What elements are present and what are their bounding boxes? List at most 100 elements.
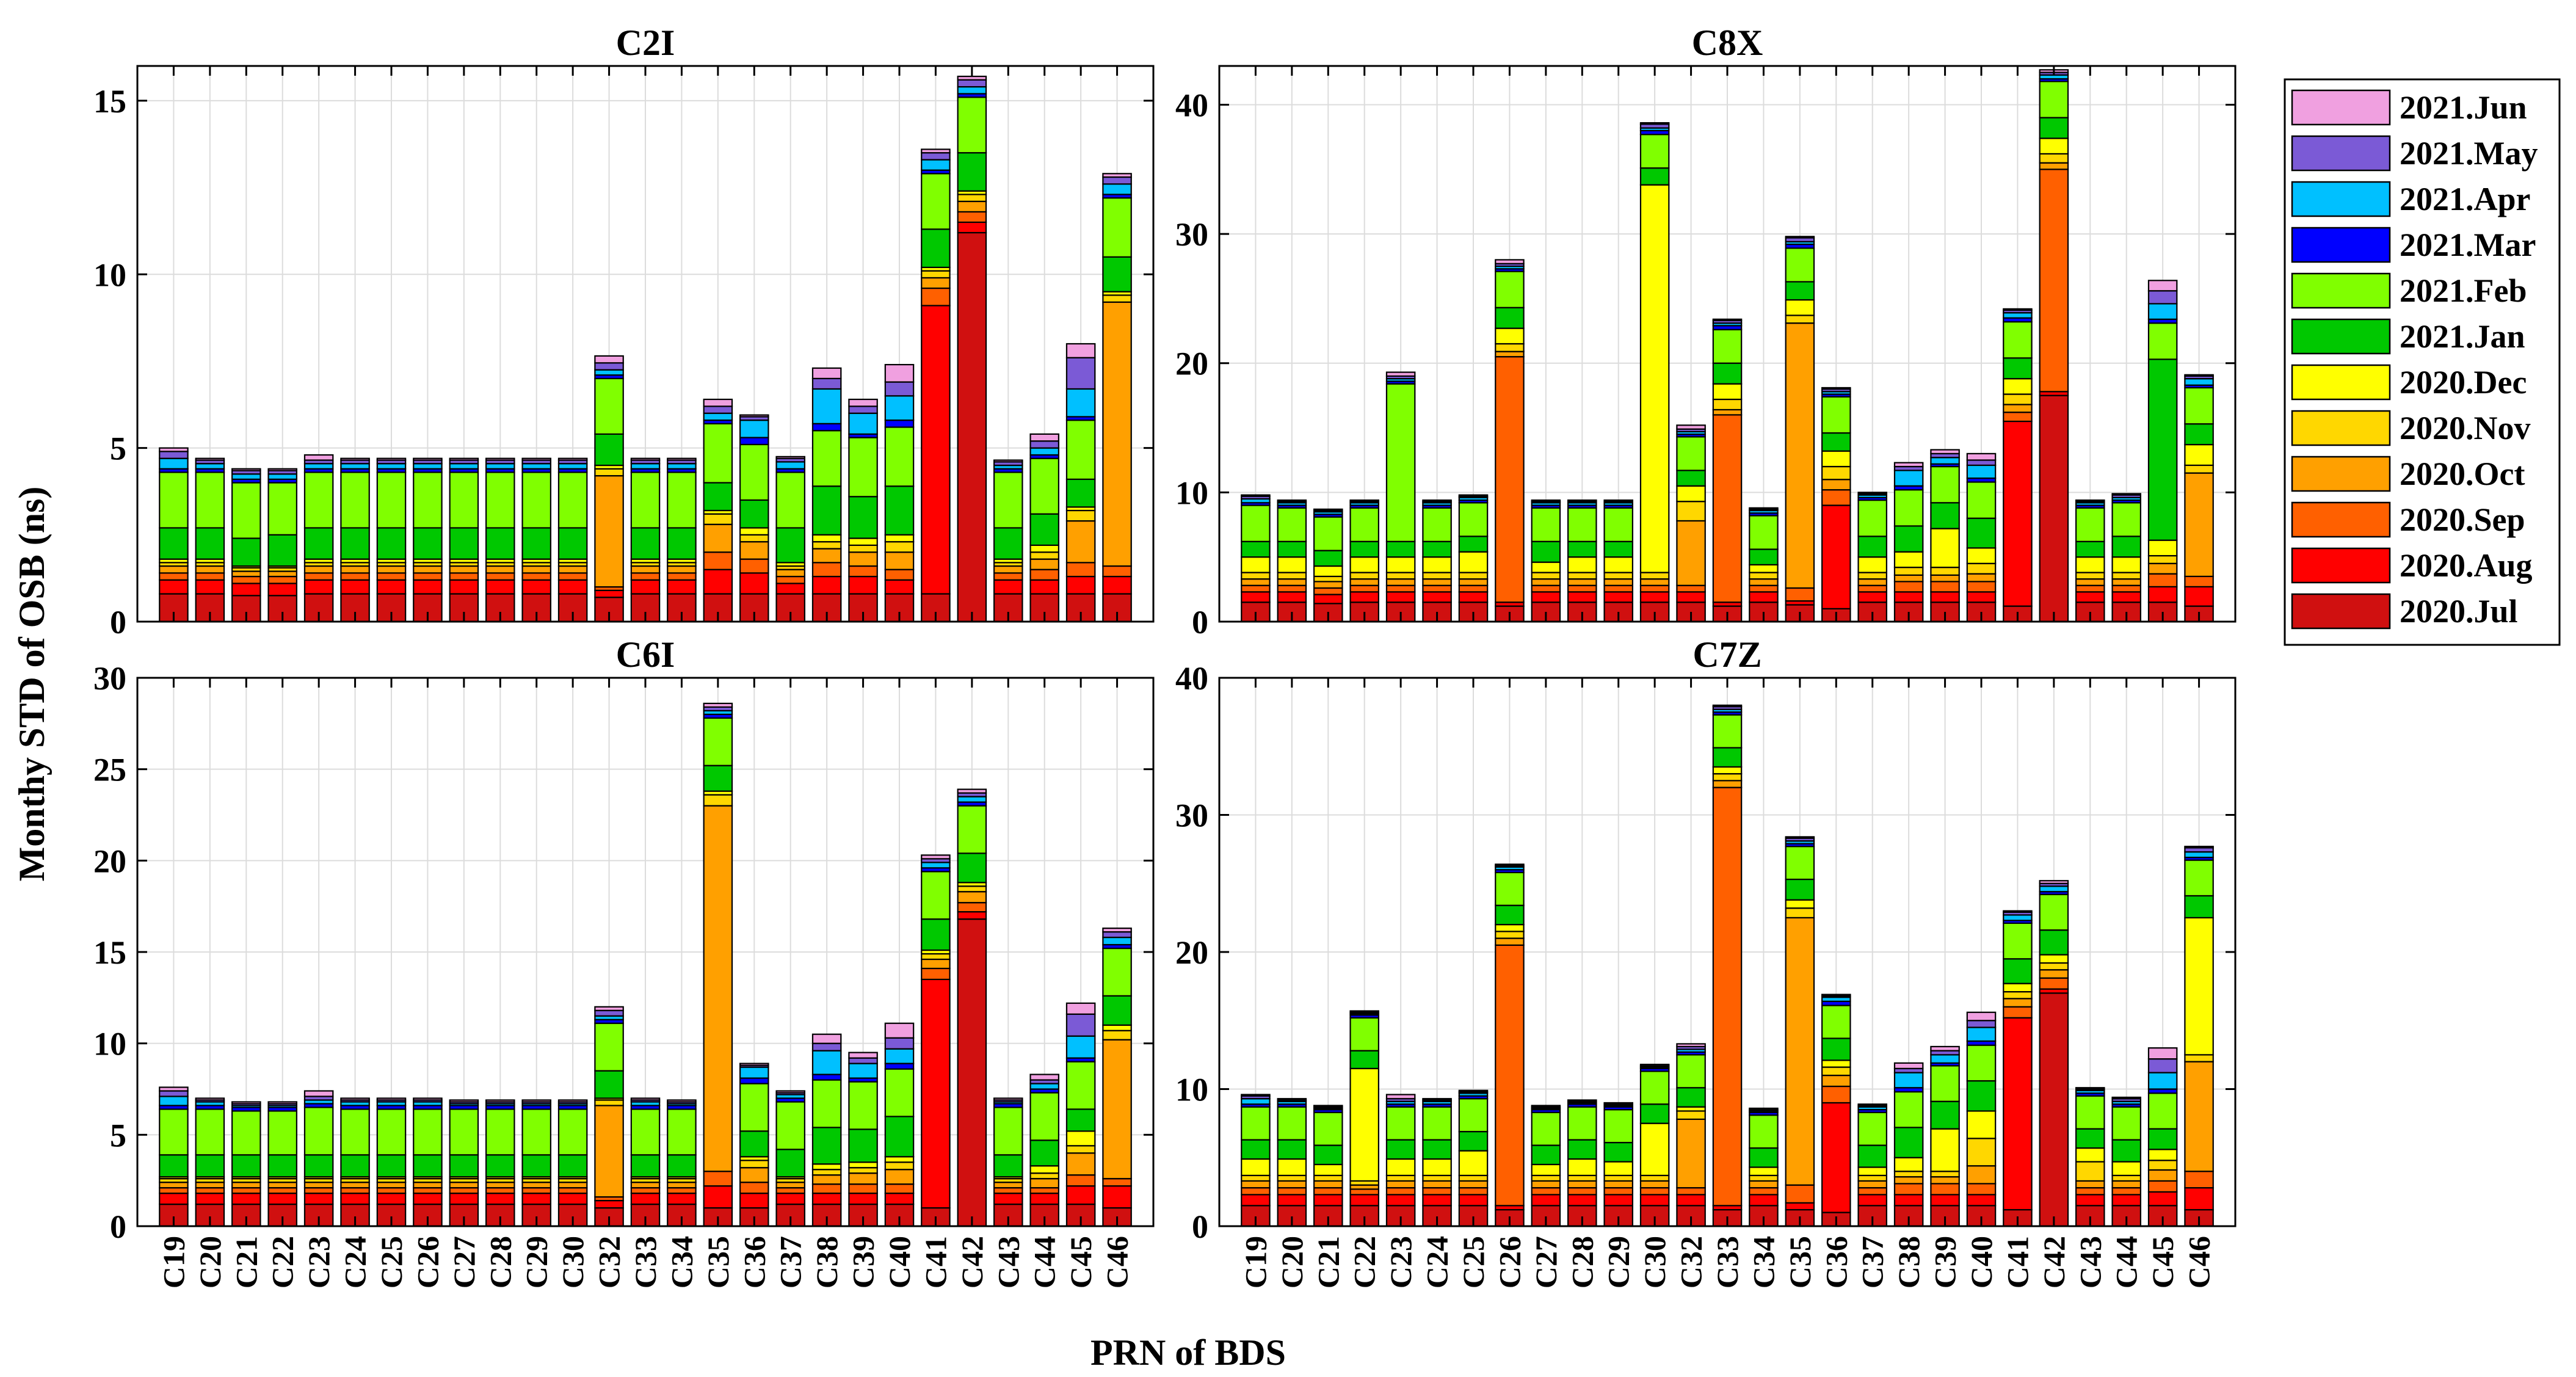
bar-segment-c24-2020-sep [1422,1187,1452,1196]
bar-segment-c22-2020-sep [267,575,297,584]
bar-segment-c33-2021-feb [630,1108,661,1156]
bar-segment-c45-2020-aug [1065,575,1096,595]
bar-segment-c45-2021-may [1065,357,1096,390]
bar-segment-c25-2020-oct [376,1182,407,1189]
bar-segment-c35-2021-jun [703,702,733,708]
bar-segment-c38-2020-sep [811,562,842,578]
bar-segment-c43-2020-dec [2075,1147,2105,1163]
bar-segment-c33-2021-jun [630,457,661,461]
bar-segment-c29-2020-aug [1603,591,1633,603]
bar-segment-c19-2020-nov [1241,572,1271,580]
bar-segment-c44-2020-dec [1029,1165,1059,1174]
bar-segment-c34-2021-jan [667,527,697,560]
bar-segment-c27-2020-nov [1531,572,1561,580]
bar-segment-c30-2020-aug [557,579,588,595]
bar-stack-c23 [1385,1094,1416,1227]
bar-segment-c45-2021-may [1065,1013,1096,1037]
bar-segment-c41-2020-sep [921,287,951,307]
bar-segment-c41-2020-sep [2003,412,2033,423]
bar-stack-c38 [1893,1062,1924,1227]
bar-stack-c26 [413,457,443,623]
bar-segment-c38-2021-jun [1893,1062,1924,1069]
bar-segment-c35-2020-aug [1785,1202,1815,1211]
bar-segment-c46-2021-jun [1102,173,1132,178]
bar-segment-c19-2021-apr [1241,1098,1271,1105]
bar-segment-c39-2020-nov [1930,567,1960,576]
bar-segment-c35-2020-nov [703,513,733,525]
bar-segment-c24-2021-feb [340,1108,370,1156]
bar-segment-c30-2021-apr [557,463,588,470]
bar-segment-c44-2021-jun [2111,493,2141,496]
bar-segment-c23-2020-oct [1385,1180,1416,1189]
bar-segment-c25-2021-feb [376,471,407,529]
bar-segment-c37-2020-aug [1857,1194,1887,1207]
bar-stack-c20 [195,1097,225,1227]
bar-segment-c19-2021-feb [1241,1106,1271,1141]
bar-segment-c23-2021-jan [1385,1139,1416,1160]
bar-segment-c44-2020-aug [1029,579,1059,595]
bar-segment-c23-2021-feb [303,471,334,529]
bar-segment-c36-2020-sep [739,558,769,574]
bar-stack-c44 [2111,1096,2141,1227]
bar-segment-c46-2020-aug [2184,1187,2214,1211]
bar-segment-c30-2020-aug [557,1193,588,1205]
bar-stack-c27 [1531,499,1561,623]
bar-segment-c42-2021-feb [957,96,987,154]
bar-stack-c23 [303,1090,334,1227]
bar-segment-c28-2021-jun [1567,1099,1597,1102]
bar-segment-c32-2020-aug [594,589,624,598]
bar-segment-c45-2021-feb [1065,1061,1096,1110]
bar-segment-c30-2020-nov [1639,1174,1670,1182]
y-tick-label: 30 [1175,797,1208,834]
bars [1241,704,2214,1227]
bar-stack-c33 [630,457,661,623]
bar-segment-c38-2020-sep [1893,1183,1924,1196]
bar-segment-c33-2021-jan [1712,747,1743,768]
chart-title: C2I [616,23,675,63]
bar-segment-c41-2021-jun [921,148,951,154]
bar-segment-c39-2021-jun [848,1052,878,1059]
bar-segment-c27-2020-nov [1531,1174,1561,1182]
bar-segment-c33-2021-feb [630,471,661,529]
bar-segment-c46-2020-oct [2184,1061,2214,1172]
bar-stack-c34 [1749,507,1779,623]
bar-segment-c26-2020-oct [413,1182,443,1189]
bar-segment-c39-2020-dec [848,537,878,546]
bar-segment-c40-2020-oct [884,1169,915,1185]
bar-segment-c22-2021-jan [267,1154,297,1178]
bar-segment-c29-2021-jan [521,1154,551,1178]
bar-segment-c25-2021-jan [376,527,407,560]
y-tick-label: 15 [93,934,126,971]
bar-segment-c37-2020-sep [775,575,805,584]
bar-segment-c29-2020-sep [521,572,551,581]
x-tick-label: C35 [1783,1236,1817,1288]
bar-segment-c20-2021-feb [1277,507,1307,542]
bar-segment-c37-2021-jun [775,456,805,459]
bar-segment-c28-2021-feb [485,1108,515,1156]
bar-segment-c21-2020-sep [231,575,261,584]
x-tick-label: C32 [1674,1236,1708,1288]
bar-segment-c44-2020-aug [1029,1193,1059,1205]
bar-segment-c32-2020-nov [594,468,624,477]
bar-segment-c24-2021-jun [340,1097,370,1101]
bar-segment-c24-2020-aug [340,579,370,595]
bar-segment-c35-2021-jan [703,765,733,792]
bar-segment-c25-2021-jun [1458,494,1489,497]
bar-segment-c39-2021-feb [1930,1065,1960,1102]
x-tick-label: C20 [193,1236,227,1288]
bar-segment-c34-2020-oct [667,1182,697,1189]
bar-segment-c26-2021-jun [1495,259,1525,264]
bar-segment-c39-2020-nov [1930,1171,1960,1178]
bar-segment-c35-2020-nov [703,794,733,807]
bar-segment-c46-2021-jan [1102,256,1132,292]
bar-segment-c29-2020-nov [1603,1174,1633,1182]
bar-segment-c23-2021-jun [1385,371,1416,377]
bar-segment-c39-2020-oct [1930,574,1960,583]
bar-segment-c41-2020-nov [921,953,951,961]
bar-segment-c33-2020-aug [630,1193,661,1205]
legend-label: 2020.Aug [2400,547,2533,584]
bar-segment-c21-2021-jan [1313,550,1343,567]
chart-panel-c8x: 0 10 20 30 40 C8X [1175,23,2237,641]
bar-segment-c41-2020-sep [2003,1006,2033,1019]
bar-segment-c35-2020-aug [703,1185,733,1209]
